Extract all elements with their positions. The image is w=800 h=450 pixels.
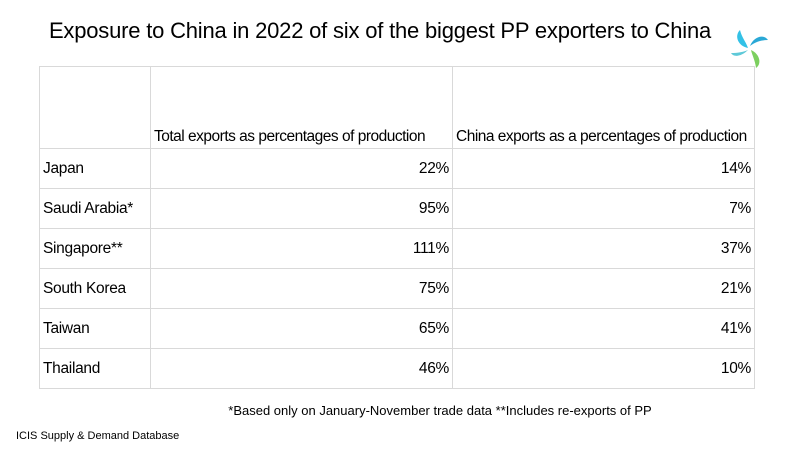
page-title: Exposure to China in 2022 of six of the … [48, 18, 712, 43]
cell-country: Japan [39, 148, 151, 189]
cell-country: South Korea [39, 268, 151, 309]
cell-china: 14% [452, 148, 755, 189]
cell-total: 75% [150, 268, 453, 309]
exports-table: Total exports as percentages of producti… [39, 66, 755, 389]
footnote: *Based only on January-November trade da… [228, 403, 652, 418]
cell-china: 37% [452, 228, 755, 269]
cell-total: 65% [150, 308, 453, 349]
cell-total: 22% [150, 148, 453, 189]
cell-total: 46% [150, 348, 453, 389]
cell-country: Thailand [39, 348, 151, 389]
table-row: Singapore** 111% 37% [39, 228, 755, 269]
cell-total: 95% [150, 188, 453, 229]
cell-china: 7% [452, 188, 755, 229]
header-cell-total-exports: Total exports as percentages of producti… [150, 66, 453, 149]
header-cell-china-exports: China exports as a percentages of produc… [452, 66, 755, 149]
icis-logo-icon [731, 30, 768, 68]
table-row: Saudi Arabia* 95% 7% [39, 188, 755, 229]
table-row: Thailand 46% 10% [39, 348, 755, 389]
cell-country: Saudi Arabia* [39, 188, 151, 229]
source-label: ICIS Supply & Demand Database [16, 430, 180, 442]
table-header-row: Total exports as percentages of producti… [39, 66, 755, 149]
table-row: South Korea 75% 21% [39, 268, 755, 309]
table-row: Japan 22% 14% [39, 148, 755, 189]
cell-china: 41% [452, 308, 755, 349]
cell-country: Taiwan [39, 308, 151, 349]
cell-country: Singapore** [39, 228, 151, 269]
cell-china: 10% [452, 348, 755, 389]
table-row: Taiwan 65% 41% [39, 308, 755, 349]
cell-total: 111% [150, 228, 453, 269]
header-cell-country [39, 66, 151, 149]
cell-china: 21% [452, 268, 755, 309]
